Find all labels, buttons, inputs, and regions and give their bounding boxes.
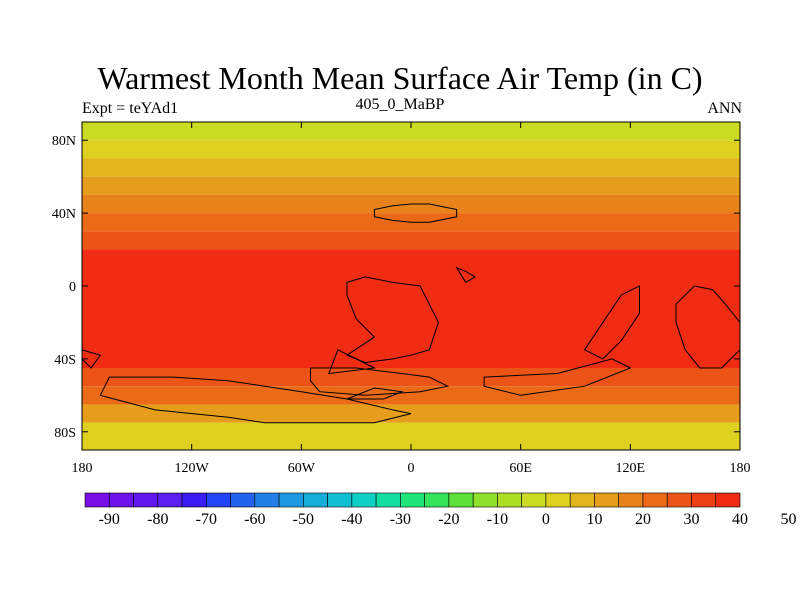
lat-tick-label: 40N: [52, 207, 76, 222]
colorbar-box-6: [230, 492, 256, 508]
coastline-5: [346, 387, 404, 400]
experiment-label: Expt = teYAd1: [82, 100, 179, 117]
colorbar-box-15: [448, 492, 474, 508]
coastline-2: [328, 349, 377, 375]
temp-band-9: [82, 386, 740, 405]
colorbar-box-0: [84, 492, 110, 508]
colorbar-box-5: [205, 492, 231, 508]
colorbar-box-10: [327, 492, 353, 508]
lon-tick-label: 0: [408, 461, 415, 476]
coastline-9: [675, 285, 740, 369]
temperature-field: [82, 122, 740, 450]
colorbar-box-12: [375, 492, 401, 508]
coastline-1: [345, 276, 439, 364]
colorbar-label: -70: [196, 511, 217, 528]
colorbar-label: -80: [147, 511, 168, 528]
temp-band-6: [82, 231, 740, 250]
lon-tick-label: 120E: [616, 461, 646, 476]
colorbar: -90 -80 -70 -60 -50 -40 -30 -20 -10 0 10 20 30 40 50: [84, 492, 797, 528]
colorbar-box-26: [715, 492, 741, 508]
plot-title: Warmest Month Mean Surface Air Temp (in …: [97, 60, 703, 96]
colorbar-label: -60: [244, 511, 265, 528]
colorbar-box-8: [278, 492, 304, 508]
coastline-6: [455, 266, 476, 284]
colorbar-box-22: [618, 492, 644, 508]
colorbar-label: -50: [293, 511, 314, 528]
axis-ticks: 80N 40N 0 40S 80S 180 120W 60W 0 60E 120E 180: [52, 122, 751, 476]
colorbar-label: -90: [99, 511, 120, 528]
colorbar-box-19: [545, 492, 571, 508]
coastline-3: [310, 367, 450, 396]
hot-region-1: [584, 286, 640, 359]
colorbar-box-1: [108, 492, 134, 508]
coastline-8: [583, 285, 640, 360]
lon-tick-label: 120W: [175, 461, 210, 476]
period-label: ANN: [707, 100, 742, 117]
colorbar-label: 20: [635, 511, 651, 528]
colorbar-box-2: [133, 492, 159, 508]
colorbar-box-17: [497, 492, 522, 508]
lat-tick-label: 40S: [54, 353, 76, 368]
hot-region-2: [676, 286, 740, 368]
colorbar-box-21: [594, 492, 620, 508]
lon-tick-label: 60W: [288, 461, 316, 476]
coastlines: [82, 203, 740, 424]
colorbar-label: 30: [683, 511, 699, 528]
colorbar-box-7: [254, 492, 280, 508]
temp-band-0: [82, 122, 740, 141]
colorbar-box-18: [521, 492, 547, 508]
colorbar-box-13: [400, 492, 425, 508]
colorbar-label: -40: [341, 511, 362, 528]
coastline-4: [99, 376, 412, 424]
colorbar-label: 50: [781, 511, 797, 528]
colorbar-box-3: [157, 492, 183, 508]
colorbar-box-23: [642, 492, 668, 508]
colorbar-box-14: [424, 492, 450, 508]
temp-band-1: [82, 140, 740, 159]
colorbar-label: 0: [542, 511, 550, 528]
colorbar-box-11: [351, 492, 377, 508]
colorbar-box-16: [472, 492, 498, 508]
lon-tick-label: 60E: [509, 461, 532, 476]
coastline-7: [483, 358, 632, 396]
colorbar-box-20: [569, 492, 595, 508]
colorbar-box-4: [181, 492, 207, 508]
colorbar-box-24: [666, 492, 692, 508]
colorbar-label: 10: [586, 511, 602, 528]
hot-region-0: [374, 276, 430, 359]
temp-band-3: [82, 176, 740, 195]
colorbar-box-9: [303, 492, 328, 508]
colorbar-label: -10: [487, 511, 508, 528]
coastline-0: [373, 203, 458, 223]
colorbar-label: -20: [438, 511, 459, 528]
lat-tick-label: 80S: [54, 426, 76, 441]
lat-tick-label: 80N: [52, 134, 76, 149]
colorbar-box-25: [691, 492, 717, 508]
lon-tick-label: 180: [730, 461, 751, 476]
lon-tick-label: 180: [72, 461, 93, 476]
age-label: 405_0_MaBP: [355, 96, 445, 113]
temp-band-8: [82, 368, 740, 387]
coastline-10: [82, 349, 102, 369]
lat-tick-label: 0: [69, 280, 76, 295]
colorbar-label: -30: [390, 511, 411, 528]
colorbar-label: 40: [732, 511, 748, 528]
temp-band-2: [82, 158, 740, 177]
